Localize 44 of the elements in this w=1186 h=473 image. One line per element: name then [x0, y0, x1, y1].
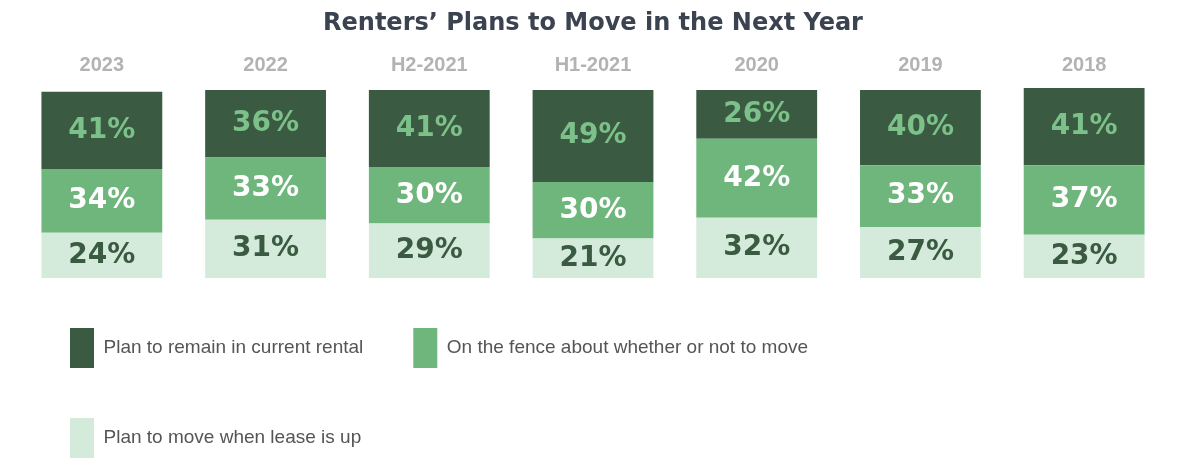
data-label: 21%: [559, 239, 627, 273]
x-tick-label: 2018: [1061, 52, 1107, 75]
data-label: 40%: [886, 108, 954, 142]
data-label: 42%: [723, 159, 791, 193]
data-label: 23%: [1050, 237, 1118, 271]
bar: [368, 89, 490, 168]
bar: [860, 165, 981, 228]
bar: [41, 168, 163, 233]
x-tick-label: 2023: [79, 52, 125, 75]
data-label: 26%: [723, 95, 791, 129]
bar: [696, 138, 818, 218]
data-label: 33%: [232, 169, 300, 203]
x-tick-label: 2020: [734, 52, 779, 75]
bar: [532, 89, 654, 183]
bar: [696, 217, 818, 278]
chart-title: Renters’ Plans to Move in the Next Year: [323, 8, 864, 37]
bar: [1023, 88, 1145, 166]
data-label: 36%: [232, 105, 300, 139]
data-label: 31%: [232, 230, 300, 264]
x-tick-label: H2-2021: [390, 52, 468, 75]
bar: [41, 91, 163, 169]
x-tick-label: H1-2021: [554, 52, 632, 75]
legend-label: On the fence about whether or not to move: [446, 336, 809, 358]
legend-label: Plan to move when lease is up: [103, 426, 362, 448]
data-label: 30%: [395, 176, 463, 210]
data-label: 30%: [559, 191, 627, 225]
data-label: 27%: [886, 233, 954, 267]
legend-label: Plan to remain in current rental: [103, 336, 364, 358]
bar: [205, 157, 326, 220]
data-label: 41%: [1050, 107, 1118, 141]
bar: [205, 89, 326, 158]
bar: [1023, 165, 1145, 235]
data-label: 34%: [68, 182, 136, 216]
data-label: 29%: [395, 232, 463, 265]
x-tick-label: 2019: [898, 52, 943, 75]
data-label: 37%: [1050, 181, 1118, 215]
data-label: 33%: [886, 177, 954, 211]
x-tick-label: 2022: [243, 52, 288, 75]
data-label: 41%: [395, 109, 463, 143]
data-label: 49%: [559, 117, 627, 151]
data-label: 32%: [723, 229, 791, 263]
data-label: 41%: [68, 111, 136, 145]
data-label: 24%: [68, 236, 136, 270]
bar: [860, 89, 981, 166]
